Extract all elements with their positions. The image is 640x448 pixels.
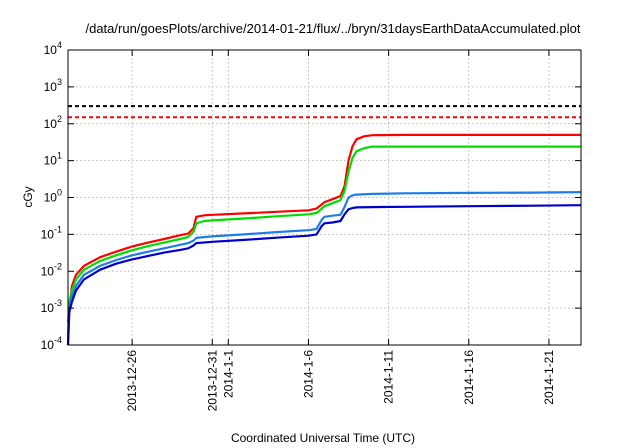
grid xyxy=(68,50,581,345)
y-tick-label: 103 xyxy=(44,77,62,94)
y-axis-label: cGy xyxy=(21,186,35,207)
series-line xyxy=(66,133,581,346)
x-tick-label: 2013-12-31 xyxy=(205,350,219,412)
x-tick-label: 2013-12-26 xyxy=(125,350,139,412)
y-tick-label: 100 xyxy=(44,188,62,205)
y-tick-label: 10-4 xyxy=(41,335,62,352)
x-axis: 2013-12-26 2013-12-31 2014-1-1 2014-1-6 2014… xyxy=(125,50,556,411)
series-line xyxy=(66,145,581,323)
y-tick-label: 104 xyxy=(44,40,62,57)
y-tick-label: 10-3 xyxy=(41,298,62,315)
y-tick-label: 10-1 xyxy=(41,224,62,241)
x-tick-label: 2014-1-1 xyxy=(221,350,235,398)
y-tick-label: 101 xyxy=(44,151,62,168)
threshold-lines xyxy=(68,105,581,119)
y-tick-label: 102 xyxy=(44,114,62,131)
series-lines xyxy=(66,133,582,346)
series-line xyxy=(66,204,582,346)
y-tick-label: 10-2 xyxy=(41,261,62,278)
y-axis: 10-4 10-3 10-2 10-1 100 101 102 103 104 xyxy=(41,40,581,352)
x-tick-label: 2014-1-16 xyxy=(462,350,476,405)
chart-title: /data/run/goesPlots/archive/2014-01-21/f… xyxy=(85,21,580,36)
x-tick-label: 2014-1-6 xyxy=(301,350,315,398)
x-tick-label: 2014-1-11 xyxy=(382,350,396,404)
series-line xyxy=(66,191,582,334)
x-axis-label: Coordinated Universal Time (UTC) xyxy=(231,431,415,445)
x-tick-label: 2014-1-21 xyxy=(542,350,556,405)
